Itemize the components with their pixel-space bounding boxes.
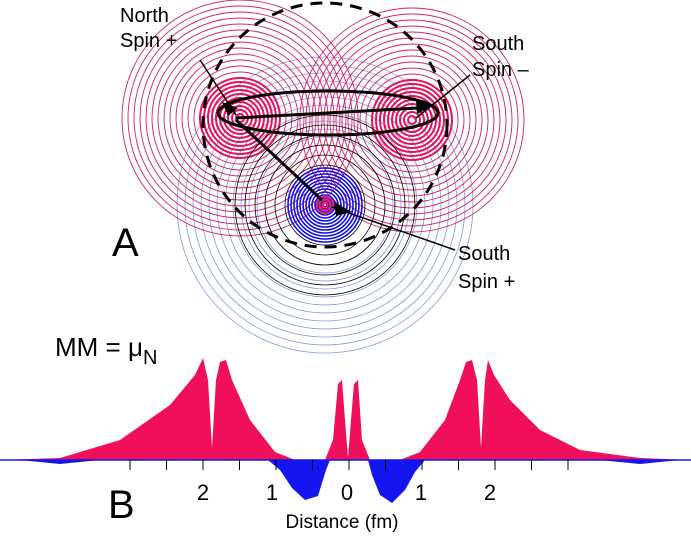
field-circle (215, 93, 265, 143)
field-circle (274, 154, 376, 256)
field-circle (187, 65, 293, 171)
annotation: Spin + (120, 30, 177, 52)
pointer (331, 206, 456, 251)
field-circle (192, 72, 458, 338)
axis-title: Distance (fm) (286, 512, 399, 533)
field-circle (290, 170, 360, 240)
profile-positive (0, 358, 691, 460)
field-circle (299, 7, 525, 233)
field-circle (296, 176, 354, 234)
field-circles (121, 0, 525, 354)
field-circle (302, 182, 348, 228)
field-circle (305, 13, 519, 227)
field-circle (208, 88, 442, 322)
field-circle (193, 71, 287, 165)
field-circle (256, 136, 394, 274)
field-circle (311, 19, 513, 221)
field-circle (163, 41, 317, 195)
field-circle (244, 124, 406, 286)
field-circle (199, 77, 281, 159)
field-circle (317, 25, 507, 215)
annotation: South (472, 33, 524, 55)
field-circle (200, 80, 450, 330)
field-circle (284, 164, 366, 246)
tick-label: 1 (415, 480, 427, 505)
arrow-head (222, 102, 238, 116)
field-circle (308, 188, 342, 222)
moment-subscript: N (143, 347, 157, 369)
field-circle (335, 43, 489, 197)
field-circle (395, 103, 429, 137)
tick-label: 1 (266, 480, 278, 505)
arrow (234, 118, 324, 202)
arrow-head (416, 100, 432, 114)
field-circle (287, 167, 363, 243)
dashed-orbit (201, 1, 449, 249)
annotation: North (120, 5, 169, 27)
field-circle (176, 56, 474, 354)
field-circle (387, 95, 437, 145)
field-circle (319, 199, 331, 211)
field-circle (359, 67, 465, 173)
field-circle (207, 85, 273, 151)
field-circle (216, 96, 434, 314)
annotation: Spin – (472, 59, 530, 81)
field-circle (365, 73, 459, 167)
field-circle (341, 49, 483, 191)
field-circle (169, 47, 311, 189)
field-circle (383, 91, 441, 149)
field-circle (322, 202, 328, 208)
arrow (235, 106, 419, 120)
field-circle (139, 17, 341, 219)
field-circle (240, 120, 410, 290)
field-circle (407, 115, 417, 125)
field-circle (305, 185, 345, 225)
field-circle (175, 53, 305, 183)
annotation: South (458, 243, 510, 265)
moment-text: MM = μ (55, 332, 143, 362)
field-circle (371, 79, 453, 161)
field-circle (293, 173, 357, 237)
tick-label: 2 (197, 480, 209, 505)
field-circle (316, 196, 334, 214)
pointer (199, 59, 237, 116)
axis-ticks (129, 460, 569, 470)
tick-label: 2 (484, 480, 496, 505)
spin-orbit (216, 89, 440, 137)
tick-label: 0 (341, 480, 353, 505)
field-circle (323, 31, 501, 209)
field-circle (121, 0, 359, 237)
field-circle (299, 179, 351, 231)
field-circle (133, 11, 347, 225)
field-circle (234, 114, 416, 296)
field-circle (211, 89, 269, 147)
field-circle (151, 29, 329, 207)
annotation: Spin + (458, 271, 515, 293)
field-circle (248, 128, 402, 282)
panel-label: A (112, 221, 139, 265)
field-circle (379, 87, 445, 153)
panel-label: B (108, 483, 135, 527)
pointer (415, 74, 471, 119)
moment-label: MM = μN (55, 332, 157, 369)
field-circle (347, 55, 477, 185)
field-circle (264, 144, 386, 266)
field-circle (127, 5, 353, 231)
